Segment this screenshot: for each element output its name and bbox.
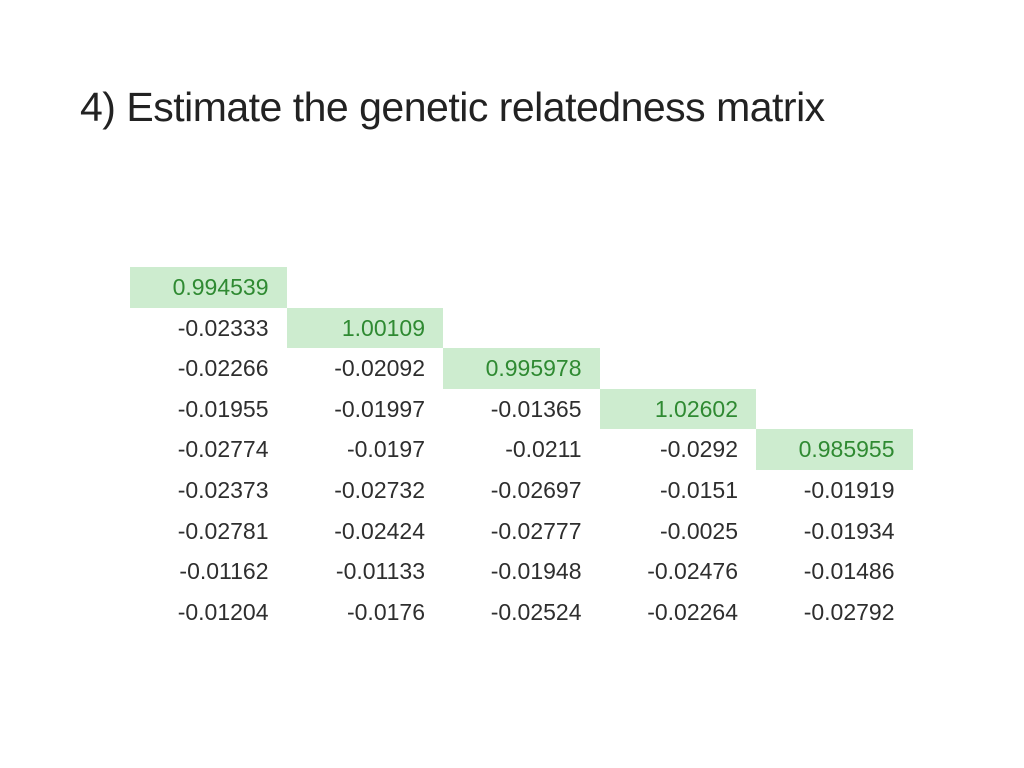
matrix-row: -0.02373 -0.02732 -0.02697 -0.0151 -0.01919: [130, 470, 913, 511]
matrix-cell: -0.02524: [490, 598, 582, 625]
matrix-cell: -0.0292: [659, 436, 738, 463]
matrix-diagonal-cell: 1.00109: [286, 307, 443, 349]
matrix-row: -0.01955 -0.01997 -0.01365 1.02602: [130, 388, 913, 430]
matrix-cell: -0.01162: [179, 558, 269, 585]
matrix-cell: -0.01486: [803, 558, 895, 585]
matrix-cell: -0.02333: [177, 314, 269, 341]
matrix-cell: -0.01934: [803, 517, 895, 544]
matrix-row: -0.02333 1.00109: [130, 307, 913, 349]
matrix-diagonal-cell: 0.994539: [130, 267, 287, 308]
matrix-cell: -0.02697: [490, 476, 582, 503]
matrix-cell: -0.0176: [346, 598, 425, 625]
matrix-cell: -0.02476: [647, 558, 738, 585]
matrix-cell: -0.0025: [659, 517, 738, 544]
matrix-cell: -0.02781: [177, 517, 269, 544]
matrix-cell: -0.01365: [490, 395, 582, 422]
matrix-cell: -0.0197: [346, 436, 425, 463]
matrix-cell: -0.02777: [490, 517, 582, 544]
matrix-row: -0.02781 -0.02424 -0.02777 -0.0025 -0.01934: [130, 511, 913, 552]
matrix-diagonal-cell: 1.02602: [599, 388, 756, 430]
matrix-cell: -0.01997: [334, 395, 425, 422]
matrix-cell: -0.02266: [177, 355, 269, 382]
relatedness-matrix: 0.994539 -0.02333 1.00109 -0.02266 -0.02092 0…: [130, 267, 913, 632]
slide-title: 4) Estimate the genetic relatedness matr…: [80, 84, 825, 130]
matrix-row: -0.02266 -0.02092 0.995978: [130, 348, 913, 389]
matrix-cell: -0.02424: [334, 517, 425, 544]
matrix-cell: -0.02774: [177, 436, 269, 463]
matrix-row: 0.994539: [130, 267, 913, 308]
matrix-cell: -0.01948: [490, 558, 582, 585]
matrix-cell: -0.02792: [803, 598, 895, 625]
matrix-cell: -0.02732: [334, 476, 425, 503]
matrix-row: -0.01204 -0.0176 -0.02524 -0.02264 -0.02792: [130, 592, 913, 633]
matrix-diagonal-cell: 0.995978: [443, 348, 600, 389]
matrix-cell: -0.02092: [334, 355, 425, 382]
matrix-cell: -0.01133: [335, 558, 425, 585]
matrix-cell: -0.0211: [505, 436, 582, 463]
matrix-cell: -0.02373: [177, 476, 269, 503]
matrix-row: -0.01162 -0.01133 -0.01948 -0.02476 -0.01486: [130, 551, 913, 592]
matrix-cell: -0.01204: [177, 598, 269, 625]
matrix-cell: -0.0151: [659, 476, 738, 503]
matrix-row: -0.02774 -0.0197 -0.0211 -0.0292 0.985955: [130, 429, 913, 470]
matrix-cell: -0.02264: [647, 598, 738, 625]
matrix-diagonal-cell: 0.985955: [756, 429, 913, 470]
matrix-cell: -0.01955: [177, 395, 269, 422]
matrix-cell: -0.01919: [803, 476, 895, 503]
